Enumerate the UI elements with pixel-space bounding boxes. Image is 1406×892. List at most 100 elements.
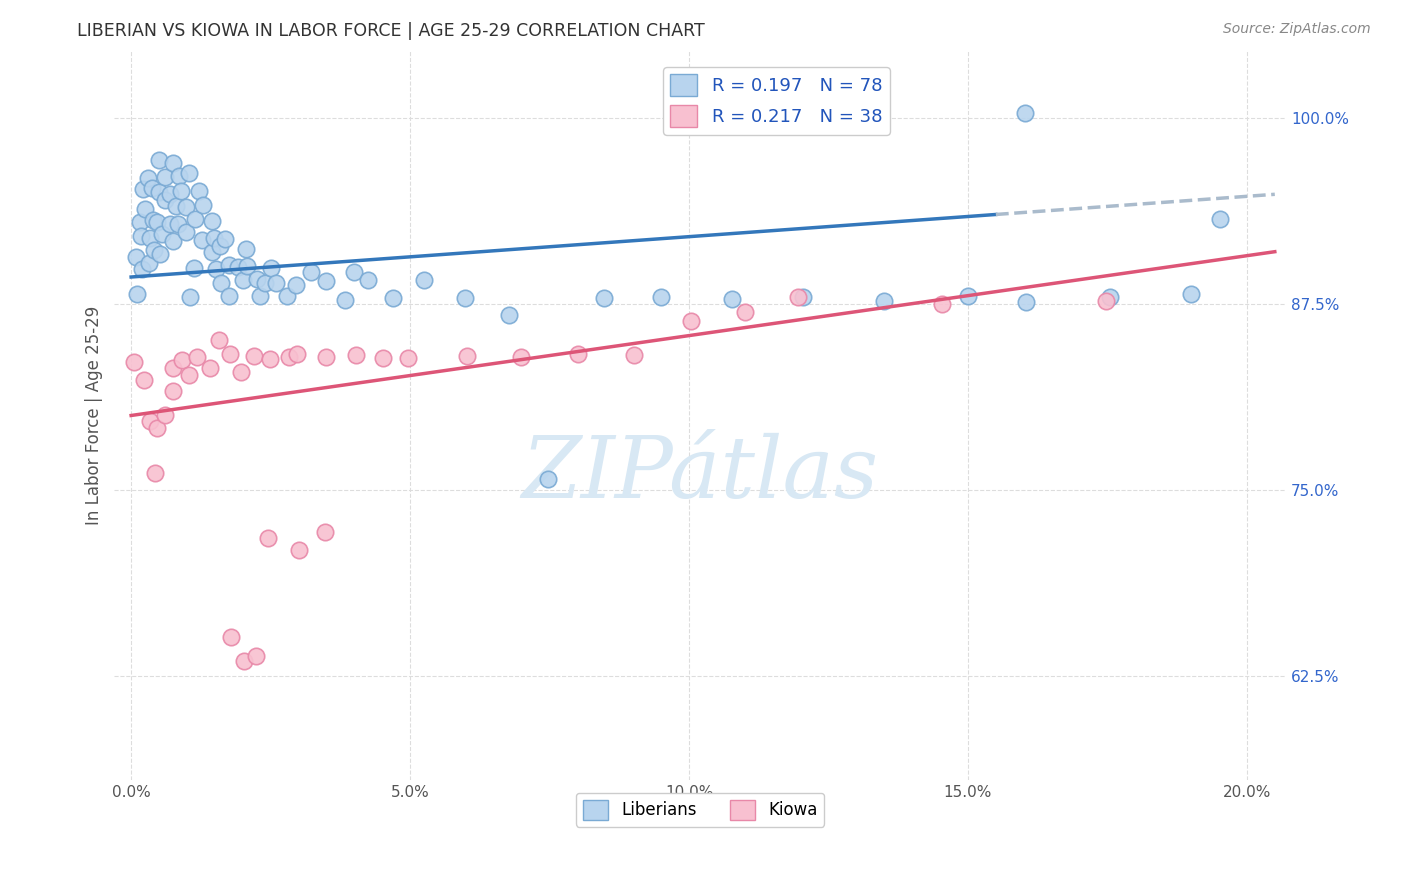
Point bbox=[146, 420, 169, 434]
Point bbox=[148, 185, 170, 199]
Point bbox=[226, 260, 249, 274]
Point bbox=[1014, 105, 1036, 120]
Point bbox=[456, 349, 478, 363]
Point bbox=[315, 350, 337, 364]
Point bbox=[128, 215, 150, 229]
Point bbox=[219, 346, 242, 360]
Point bbox=[232, 273, 254, 287]
Point bbox=[233, 654, 256, 668]
Text: ZIPátlas: ZIPátlas bbox=[522, 433, 879, 516]
Point bbox=[150, 227, 173, 242]
Point bbox=[786, 290, 808, 304]
Point bbox=[153, 194, 176, 208]
Point bbox=[162, 384, 184, 398]
Point bbox=[792, 290, 814, 304]
Point bbox=[172, 353, 194, 368]
Point bbox=[344, 347, 367, 361]
Point bbox=[243, 350, 266, 364]
Point bbox=[931, 297, 953, 311]
Point bbox=[143, 466, 166, 480]
Point bbox=[235, 243, 257, 257]
Point bbox=[245, 648, 267, 663]
Point bbox=[343, 265, 366, 279]
Point bbox=[260, 260, 283, 275]
Text: LIBERIAN VS KIOWA IN LABOR FORCE | AGE 25-29 CORRELATION CHART: LIBERIAN VS KIOWA IN LABOR FORCE | AGE 2… bbox=[77, 22, 704, 40]
Point bbox=[138, 230, 160, 244]
Point bbox=[129, 228, 152, 243]
Point bbox=[288, 542, 311, 557]
Point bbox=[592, 291, 614, 305]
Point bbox=[209, 239, 232, 253]
Point bbox=[681, 314, 703, 328]
Point bbox=[219, 630, 242, 644]
Point bbox=[285, 347, 308, 361]
Point bbox=[264, 276, 287, 290]
Point bbox=[650, 290, 672, 304]
Point bbox=[1208, 211, 1230, 226]
Point bbox=[142, 213, 165, 227]
Point bbox=[207, 333, 229, 347]
Point bbox=[720, 292, 742, 306]
Point bbox=[202, 231, 225, 245]
Point bbox=[125, 287, 148, 301]
Point bbox=[188, 184, 211, 198]
Point bbox=[218, 258, 240, 272]
Point bbox=[139, 414, 162, 428]
Point bbox=[246, 271, 269, 285]
Point bbox=[299, 265, 322, 279]
Point bbox=[413, 273, 436, 287]
Point bbox=[166, 217, 188, 231]
Point bbox=[177, 166, 200, 180]
Text: Source: ZipAtlas.com: Source: ZipAtlas.com bbox=[1223, 22, 1371, 37]
Point bbox=[122, 355, 145, 369]
Point bbox=[132, 373, 155, 387]
Point bbox=[148, 153, 170, 168]
Point bbox=[132, 182, 155, 196]
Point bbox=[209, 276, 232, 290]
Point bbox=[174, 200, 197, 214]
Point bbox=[536, 472, 558, 486]
Point bbox=[131, 262, 153, 277]
Point bbox=[162, 234, 184, 248]
Point bbox=[165, 199, 187, 213]
Point bbox=[138, 256, 160, 270]
Point bbox=[249, 288, 271, 302]
Point bbox=[382, 292, 405, 306]
Point bbox=[236, 259, 259, 273]
Point bbox=[276, 289, 298, 303]
Point bbox=[734, 305, 756, 319]
Point bbox=[136, 170, 159, 185]
Point bbox=[509, 350, 531, 364]
Point bbox=[567, 347, 589, 361]
Point bbox=[454, 291, 477, 305]
Point bbox=[957, 289, 980, 303]
Point bbox=[205, 261, 228, 276]
Point bbox=[623, 348, 645, 362]
Point bbox=[183, 211, 205, 226]
Point bbox=[149, 246, 172, 260]
Point bbox=[183, 260, 205, 275]
Point bbox=[191, 198, 214, 212]
Point bbox=[177, 368, 200, 382]
Point bbox=[145, 215, 167, 229]
Point bbox=[396, 351, 419, 365]
Point bbox=[214, 232, 236, 246]
Point bbox=[371, 351, 394, 365]
Point bbox=[314, 525, 336, 540]
Point bbox=[201, 214, 224, 228]
Point bbox=[218, 289, 240, 303]
Point bbox=[259, 352, 281, 367]
Point bbox=[143, 243, 166, 257]
Point bbox=[1095, 293, 1118, 308]
Point bbox=[231, 365, 253, 379]
Point bbox=[200, 361, 222, 376]
Point bbox=[179, 290, 201, 304]
Point bbox=[170, 184, 193, 198]
Point bbox=[174, 225, 197, 239]
Point bbox=[1180, 287, 1202, 301]
Point bbox=[1098, 290, 1121, 304]
Point bbox=[186, 350, 208, 364]
Point bbox=[254, 277, 277, 291]
Point bbox=[155, 408, 177, 422]
Point bbox=[167, 169, 190, 183]
